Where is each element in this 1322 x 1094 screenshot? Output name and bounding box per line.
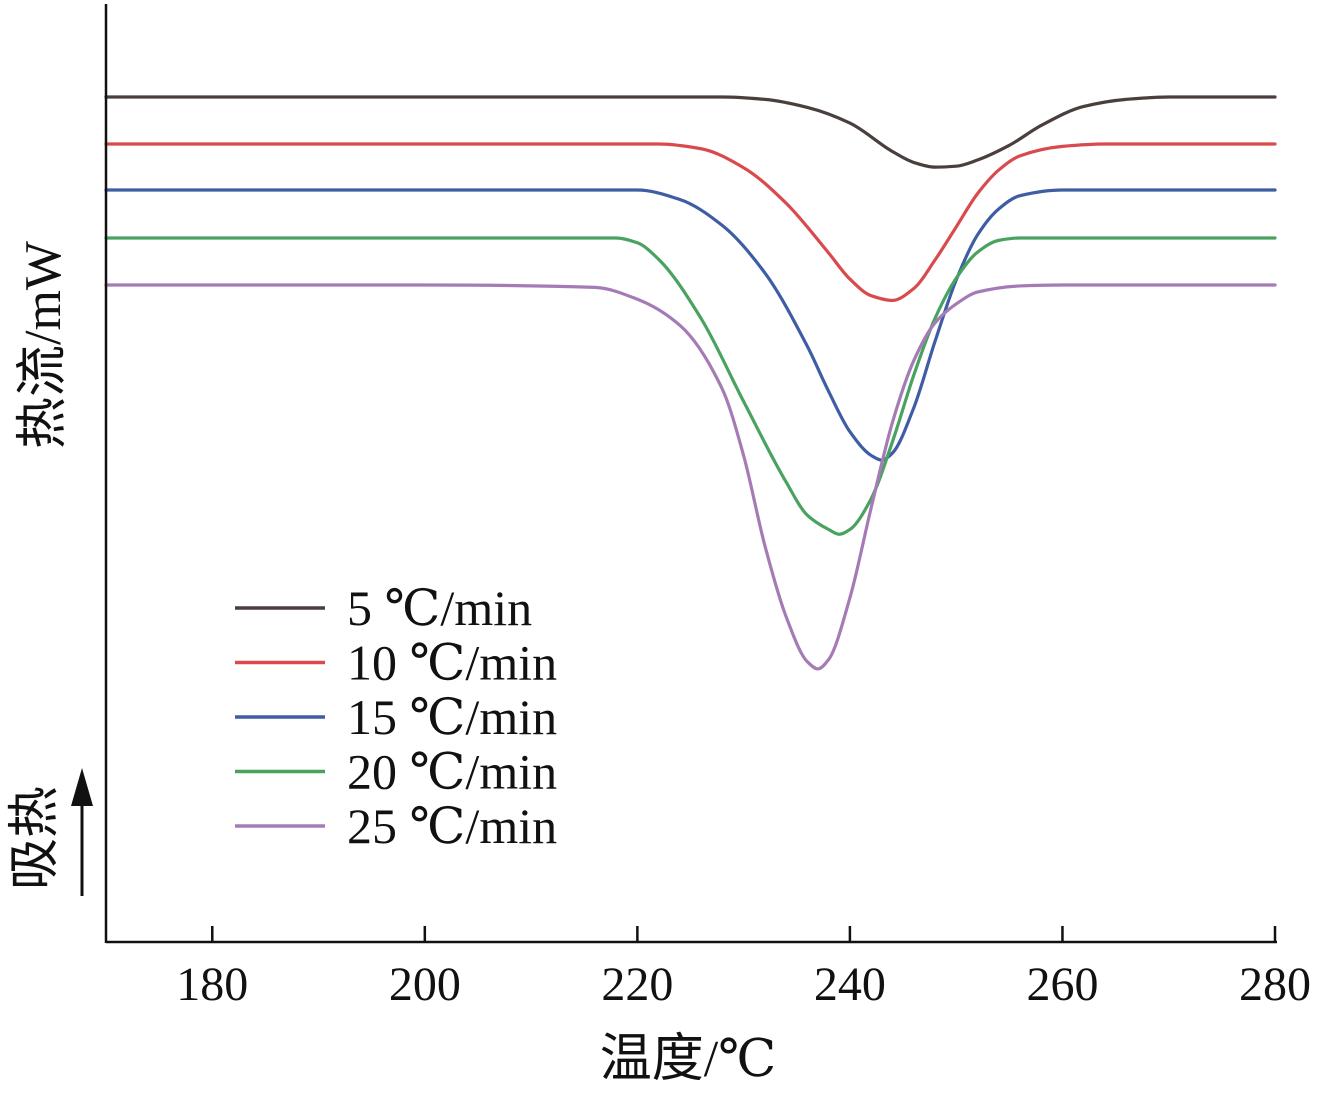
y-axis-title: 热流/mW [15,241,72,449]
endotherm-indicator: 吸热 [7,768,93,896]
x-axis-title: 温度/℃ [600,1031,777,1088]
x-tick-labels-layer: 180 200 220 240 260 280 [176,958,1311,1011]
legend-label: 15 ℃/min [347,689,557,745]
curves-layer [104,95,1277,671]
legend-label: 20 ℃/min [347,744,557,800]
legend-label: 10 ℃/min [347,635,557,691]
series-line [104,95,1277,169]
x-tick-label: 240 [814,958,886,1011]
legend-label: 5 ℃/min [347,580,532,636]
series-line [104,236,1277,536]
series-line [104,283,1277,671]
x-tick-label: 220 [601,958,673,1011]
x-tick-label: 180 [176,958,248,1011]
x-tick-label: 280 [1239,958,1311,1011]
x-ticks-layer [211,926,1277,942]
legend-label: 25 ℃/min [347,798,557,854]
x-tick-label: 260 [1026,958,1098,1011]
series-line [104,142,1277,303]
endotherm-label: 吸热 [7,786,64,890]
series-line [104,188,1277,462]
endotherm-arrow-head [71,768,93,806]
x-tick-label: 200 [389,958,461,1011]
